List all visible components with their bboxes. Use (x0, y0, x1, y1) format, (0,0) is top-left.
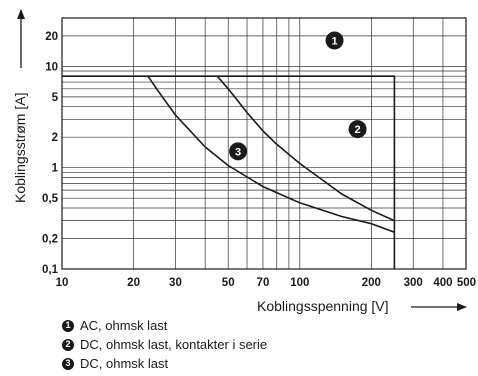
x-tick-label: 200 (362, 277, 381, 289)
legend-item-3: 3 DC, ohmsk last (62, 354, 267, 373)
y-tick-label: 2 (52, 132, 58, 144)
x-tick-label: 30 (169, 277, 182, 289)
x-axis-label: Koblingsspenning [V] (257, 298, 389, 314)
series-marker-3: 3 (229, 142, 248, 161)
y-tick-label: 0,1 (42, 264, 59, 276)
plot-frame (61, 17, 467, 270)
y-tick-labels: 0,1 0,2 0,5 1 2 5 10 20 (42, 31, 59, 276)
series-marker-2: 2 (348, 120, 367, 139)
y-tick-label: 5 (52, 92, 59, 104)
legend-label-2: DC, ohmsk last, kontakter i serie (80, 337, 268, 352)
legend-marker-1: 1 (62, 319, 74, 332)
x-tick-label: 50 (222, 277, 235, 289)
x-tick-label: 300 (404, 277, 423, 289)
x-tick-label: 500 (457, 277, 476, 289)
y-tick-label: 0,5 (42, 193, 59, 205)
x-tick-label: 100 (290, 277, 309, 289)
x-tick-labels: 10 20 30 50 70 100 200 300 400 500 (56, 277, 476, 289)
x-tick-label: 400 (433, 277, 452, 289)
x-tick-label: 10 (56, 277, 69, 289)
series-line-1 (62, 75, 396, 269)
legend-item-2: 2 DC, ohmsk last, kontakter i serie (62, 335, 267, 354)
series-group (62, 75, 396, 269)
y-tick-label: 10 (45, 61, 58, 73)
svg-text:3: 3 (235, 146, 241, 158)
x-tick-label: 70 (257, 277, 270, 289)
y-tick-label: 1 (52, 163, 59, 175)
grid-lines (62, 18, 466, 269)
series-markers: 1 2 3 (229, 31, 367, 161)
svg-text:2: 2 (355, 124, 361, 136)
series-line-2 (216, 75, 395, 222)
legend-label-3: DC, ohmsk last (80, 356, 169, 371)
series-marker-1: 1 (325, 31, 344, 50)
y-tick-label: 0,2 (42, 233, 58, 245)
legend: 1 AC, ohmsk last 2 DC, ohmsk last, konta… (62, 316, 267, 373)
svg-text:1: 1 (331, 35, 337, 47)
y-tick-label: 20 (45, 31, 58, 43)
legend-marker-3: 3 (62, 357, 74, 370)
y-axis-label: Koblingsstrøm [A] (12, 93, 28, 203)
x-tick-label: 20 (127, 277, 140, 289)
series-line-3 (147, 75, 395, 234)
legend-label-1: AC, ohmsk last (80, 318, 168, 333)
legend-item-1: 1 AC, ohmsk last (62, 316, 267, 335)
legend-marker-2: 2 (62, 338, 74, 351)
